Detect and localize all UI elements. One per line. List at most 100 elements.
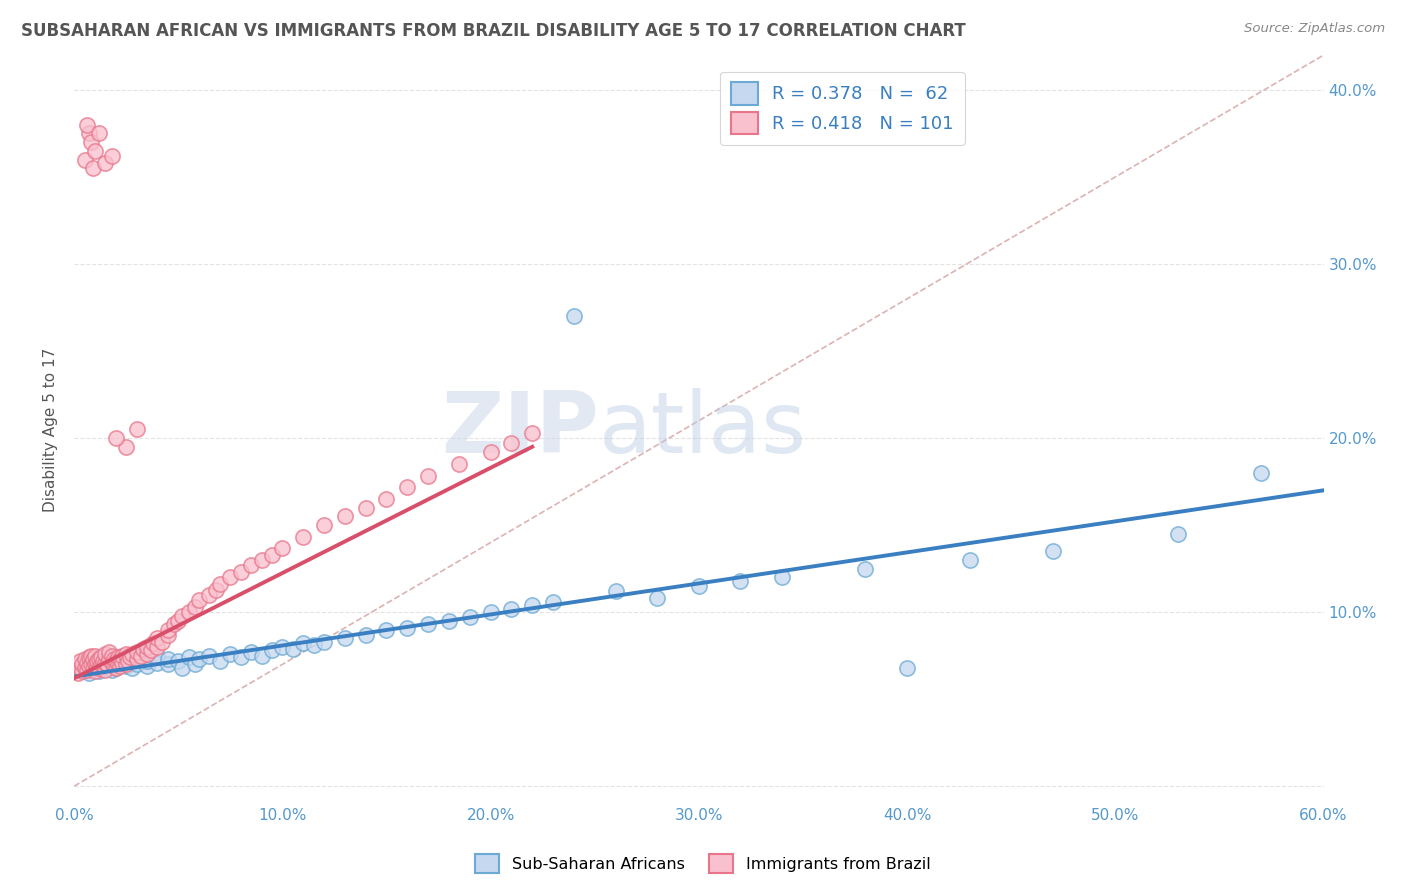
Point [90, 657, 112, 672]
Point [82, 661, 104, 675]
Point [250, 553, 273, 567]
Point [219, 647, 242, 661]
Point [103, 652, 125, 666]
Point [91, 659, 114, 673]
Point [94, 156, 117, 170]
Point [77, 650, 100, 665]
Point [94, 663, 117, 677]
Point [76, 118, 98, 132]
Legend: Sub-Saharan Africans, Immigrants from Brazil: Sub-Saharan Africans, Immigrants from Br… [470, 847, 936, 880]
Point [150, 634, 173, 648]
Point [184, 599, 207, 614]
Point [121, 647, 143, 661]
Point [501, 436, 523, 450]
Point [479, 445, 502, 459]
Point [84, 648, 107, 663]
Point [86, 659, 108, 673]
Point [87, 652, 110, 666]
Point [87, 127, 110, 141]
Point [84, 657, 107, 672]
Point [82, 652, 104, 666]
Point [80, 648, 103, 663]
Point [72, 657, 94, 672]
Point [240, 645, 263, 659]
Point [120, 650, 142, 665]
Point [260, 548, 283, 562]
Point [396, 621, 419, 635]
Point [125, 652, 148, 666]
Point [770, 570, 793, 584]
Point [132, 641, 155, 656]
Point [80, 657, 103, 672]
Point [896, 661, 918, 675]
Point [76, 663, 98, 677]
Point [146, 640, 169, 654]
Point [312, 518, 335, 533]
Point [94, 647, 117, 661]
Point [117, 654, 139, 668]
Point [375, 623, 398, 637]
Point [104, 656, 127, 670]
Point [94, 659, 117, 673]
Point [91, 654, 114, 668]
Point [250, 648, 273, 663]
Point [115, 659, 138, 673]
Point [90, 650, 112, 665]
Point [156, 657, 179, 672]
Point [73, 153, 96, 167]
Point [111, 656, 134, 670]
Point [501, 601, 523, 615]
Point [479, 605, 502, 619]
Point [115, 440, 138, 454]
Point [188, 593, 211, 607]
Point [87, 661, 110, 675]
Point [86, 654, 108, 668]
Point [146, 650, 169, 665]
Point [354, 628, 377, 642]
Point [292, 530, 315, 544]
Point [103, 659, 125, 673]
Point [458, 610, 481, 624]
Text: SUBSAHARAN AFRICAN VS IMMIGRANTS FROM BRAZIL DISABILITY AGE 5 TO 17 CORRELATION : SUBSAHARAN AFRICAN VS IMMIGRANTS FROM BR… [21, 22, 966, 40]
Point [84, 661, 107, 675]
Point [107, 650, 129, 665]
Y-axis label: Disability Age 5 to 17: Disability Age 5 to 17 [44, 347, 58, 511]
Point [115, 647, 138, 661]
Point [260, 643, 283, 657]
Point [688, 579, 710, 593]
Point [198, 588, 221, 602]
Point [108, 657, 131, 672]
Point [204, 582, 226, 597]
Point [115, 657, 138, 672]
Point [219, 570, 242, 584]
Point [136, 654, 159, 668]
Point [271, 541, 294, 555]
Point [198, 648, 221, 663]
Point [188, 652, 211, 666]
Point [69, 654, 91, 668]
Point [73, 652, 96, 666]
Point [229, 650, 252, 665]
Point [136, 659, 159, 673]
Legend: R = 0.378   N =  62, R = 0.418   N = 101: R = 0.378 N = 62, R = 0.418 N = 101 [720, 71, 965, 145]
Point [115, 652, 138, 666]
Point [172, 608, 194, 623]
Point [98, 645, 121, 659]
Point [292, 636, 315, 650]
Point [111, 648, 134, 663]
Point [98, 652, 121, 666]
Point [77, 659, 100, 673]
Point [522, 425, 544, 440]
Point [87, 665, 110, 679]
Point [104, 431, 127, 445]
Point [104, 661, 127, 675]
Point [167, 654, 190, 668]
Point [167, 614, 190, 628]
Point [69, 661, 91, 675]
Point [125, 648, 148, 663]
Point [129, 648, 152, 663]
Point [416, 617, 439, 632]
Point [67, 666, 90, 681]
Text: ZIP: ZIP [441, 388, 599, 471]
Point [146, 656, 169, 670]
